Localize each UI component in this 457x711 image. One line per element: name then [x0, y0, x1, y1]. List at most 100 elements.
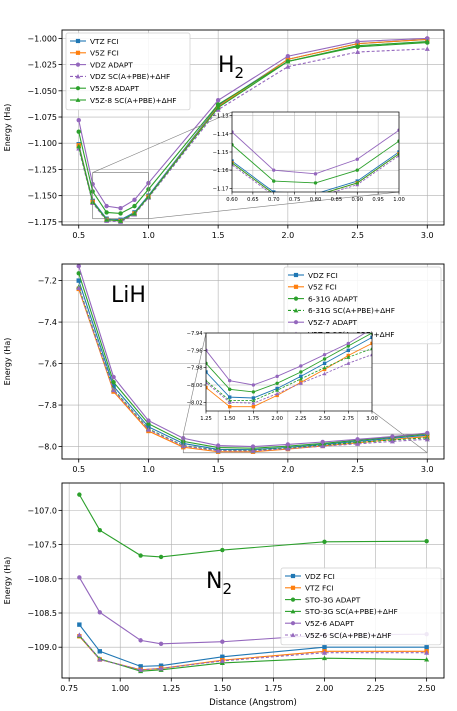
legend-marker	[75, 62, 81, 67]
legend-label: V5Z FCI	[308, 283, 337, 292]
data-point	[97, 656, 103, 662]
inset-background	[206, 333, 372, 411]
inset-data-point	[346, 348, 350, 353]
inset-data-point	[298, 381, 303, 385]
y-tick-label: −1.100	[27, 139, 57, 148]
data-point	[322, 645, 327, 650]
inset-series-line	[232, 155, 399, 192]
x-tick-label: 3.0	[421, 465, 434, 474]
data-point	[220, 547, 225, 553]
inset-data-point	[232, 160, 234, 165]
inset-data-point	[346, 341, 350, 346]
data-point	[285, 64, 291, 69]
legend-entry: V5Z-8 ADAPT	[70, 84, 140, 93]
legend-marker	[75, 38, 81, 44]
legend-entry: 6-31G SC(A+PBE)+ΔHF	[288, 306, 395, 315]
inset-y-tick-label: −1.14	[213, 132, 230, 138]
axes-frame	[61, 482, 445, 679]
data-point	[76, 117, 81, 123]
x-tick-label: 2.0	[281, 465, 294, 474]
data-point	[111, 387, 117, 393]
data-point	[424, 656, 430, 662]
inset-x-tick-label: 2.00	[271, 416, 283, 422]
data-point	[146, 421, 151, 426]
data-point	[355, 39, 360, 44]
zoom-connector	[371, 410, 428, 454]
data-point	[145, 427, 151, 432]
inset-data-point	[275, 391, 280, 396]
legend-label: 6-31G ADAPT	[308, 294, 358, 303]
legend-marker	[293, 284, 299, 289]
inset-data-point	[206, 385, 208, 390]
y-tick-label: −8.0	[38, 443, 57, 452]
data-point	[322, 539, 327, 545]
data-point	[355, 43, 361, 48]
x-tick-label: 1.0	[142, 231, 155, 240]
inset-data-point	[355, 168, 359, 172]
data-point	[104, 217, 110, 222]
inset-data-point	[370, 346, 372, 351]
series-line	[78, 286, 428, 451]
inset-y-tick-label: −1.17	[213, 186, 229, 192]
data-point	[215, 448, 221, 453]
inset-data-point	[370, 333, 372, 335]
data-point	[97, 649, 102, 654]
inset-data-point	[397, 128, 399, 132]
inset-data-point	[206, 380, 208, 384]
inset-data-point	[232, 143, 234, 147]
legend-label: STO-3G ADAPT	[305, 595, 361, 604]
inset-data-point	[228, 395, 232, 399]
data-point	[118, 206, 123, 211]
legend-entry: 6-31G ADAPT	[288, 294, 358, 303]
chart-annotation: H2	[218, 53, 244, 82]
data-point	[118, 211, 123, 216]
data-point	[250, 448, 256, 453]
data-point	[355, 49, 361, 55]
y-axis-label: Energy (Ha)	[3, 557, 12, 605]
x-tick-label: 1.50	[213, 684, 231, 693]
inset-data-point	[299, 364, 303, 368]
inset-data-point	[206, 361, 208, 366]
data-point	[111, 380, 116, 385]
series-line	[78, 494, 427, 558]
legend-label: V5Z FCI	[90, 49, 119, 58]
chart-panel-1: 0.5 1.0 1.5 2.0 2.5 3.0 −1.175 −1.150 −1.125 −1.1…	[3, 29, 445, 240]
legend-label: V5Z-8 SC(A+PBE)+ΔHF	[90, 96, 177, 105]
x-tick-label: 2.00	[316, 684, 334, 693]
y-tick-label: −7.8	[38, 401, 57, 410]
series-line	[78, 48, 428, 223]
inset-data-point	[355, 182, 360, 187]
data-point	[220, 639, 225, 644]
data-point	[77, 492, 82, 497]
data-point	[355, 437, 360, 442]
x-tick-label: 1.75	[265, 684, 283, 693]
data-point	[138, 638, 143, 643]
legend-marker	[293, 307, 299, 313]
inset-x-tick-label: 0.95	[372, 197, 384, 203]
inset-data-point	[251, 390, 256, 394]
data-point	[138, 667, 144, 672]
data-point	[424, 650, 430, 655]
inset-x-tick-label: 2.50	[319, 416, 331, 422]
data-point	[111, 374, 116, 380]
data-point	[132, 197, 137, 203]
inset-data-point	[228, 404, 232, 409]
data-point	[285, 442, 291, 447]
data-point	[76, 263, 81, 269]
inset-data-point	[251, 398, 256, 403]
zoom-region	[182, 433, 428, 454]
legend-label: STO-3G SC(A+PBE)+ΔHF	[305, 607, 398, 616]
legend-label: VDZ FCI	[308, 271, 338, 280]
zoom-region	[92, 172, 149, 220]
x-tick-label: 1.25	[162, 684, 180, 693]
inset-data-point	[322, 361, 327, 366]
chart-annotation: N2	[206, 569, 232, 598]
y-tick-label: −1.025	[27, 61, 57, 70]
series-2	[76, 36, 430, 211]
inset-data-point	[272, 179, 276, 183]
data-point	[77, 575, 82, 580]
legend-entry: V5Z-6 SC(A+PBE)+ΔHF	[285, 631, 392, 640]
inset-data-point	[355, 157, 359, 161]
inset-series-line	[232, 140, 399, 184]
inset-x-tick-label: 0.65	[247, 197, 259, 203]
